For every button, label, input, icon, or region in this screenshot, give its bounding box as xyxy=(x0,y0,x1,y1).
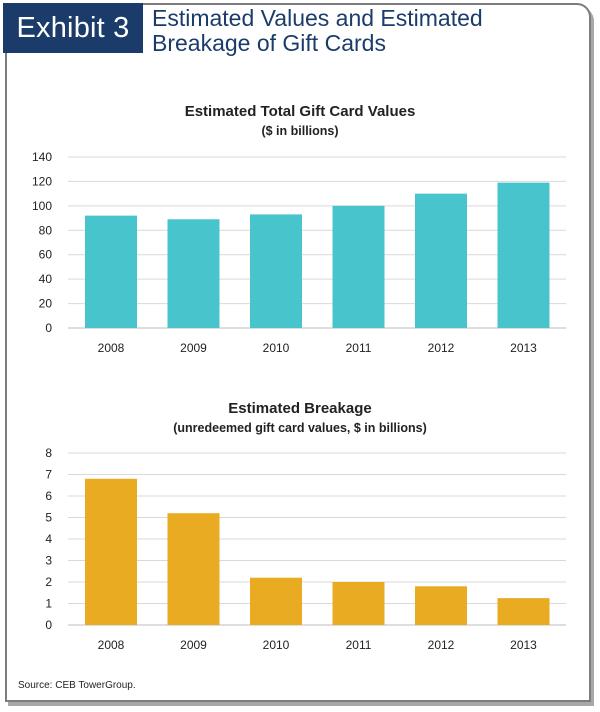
bar-2009 xyxy=(167,513,220,625)
y-tick-label: 6 xyxy=(45,489,52,503)
x-tick-label: 2008 xyxy=(98,638,125,652)
bar-2008 xyxy=(85,215,137,328)
y-tick-label: 3 xyxy=(45,554,52,568)
x-tick-label: 2012 xyxy=(428,341,455,355)
x-tick-label: 2010 xyxy=(263,638,290,652)
exhibit-title: Estimated Values and Estimated Breakage … xyxy=(152,6,582,56)
y-tick-label: 60 xyxy=(39,248,53,262)
exhibit-title-line1: Estimated Values and Estimated xyxy=(152,5,483,31)
x-tick-label: 2013 xyxy=(510,638,537,652)
y-tick-label: 100 xyxy=(32,199,52,213)
bar-2012 xyxy=(415,586,467,625)
y-tick-label: 80 xyxy=(39,223,53,237)
bar-2011 xyxy=(332,582,385,625)
x-tick-label: 2012 xyxy=(428,638,455,652)
y-tick-label: 0 xyxy=(45,618,52,632)
chart-title: Estimated Breakage xyxy=(228,400,371,417)
bar-2010 xyxy=(250,577,302,625)
y-tick-label: 4 xyxy=(45,532,52,546)
y-tick-label: 1 xyxy=(45,597,52,611)
bar-2008 xyxy=(85,478,137,625)
x-tick-label: 2011 xyxy=(346,341,372,355)
bar-2013 xyxy=(497,182,550,328)
chart-subtitle: (unredeemed gift card values, $ in billi… xyxy=(173,421,427,435)
x-tick-label: 2010 xyxy=(263,341,290,355)
exhibit-label: Exhibit 3 xyxy=(3,3,143,53)
chart-subtitle: ($ in billions) xyxy=(261,124,338,138)
x-tick-label: 2011 xyxy=(346,638,372,652)
y-tick-label: 8 xyxy=(45,446,52,460)
y-tick-label: 40 xyxy=(39,272,53,286)
bar-2012 xyxy=(415,193,467,328)
x-tick-label: 2008 xyxy=(98,341,125,355)
bar-2013 xyxy=(497,598,550,625)
x-tick-label: 2013 xyxy=(510,341,537,355)
exhibit-title-line2: Breakage of Gift Cards xyxy=(152,30,386,56)
bar-2010 xyxy=(250,214,302,328)
chart-1: Estimated Total Gift Card Values ($ in bi… xyxy=(32,103,566,355)
y-tick-label: 20 xyxy=(39,297,53,311)
y-tick-label: 140 xyxy=(32,150,52,164)
x-tick-label: 2009 xyxy=(180,638,207,652)
chart-title: Estimated Total Gift Card Values xyxy=(185,103,416,120)
x-tick-label: 2009 xyxy=(180,341,207,355)
y-tick-label: 2 xyxy=(45,575,52,589)
source-note: Source: CEB TowerGroup. xyxy=(18,680,136,691)
y-tick-label: 7 xyxy=(45,468,52,482)
y-tick-label: 0 xyxy=(45,321,52,335)
y-tick-label: 5 xyxy=(45,511,52,525)
chart-2: Estimated Breakage (unredeemed gift card … xyxy=(45,400,566,652)
bar-2011 xyxy=(332,205,385,328)
y-tick-label: 120 xyxy=(32,174,52,188)
bar-2009 xyxy=(167,219,220,328)
